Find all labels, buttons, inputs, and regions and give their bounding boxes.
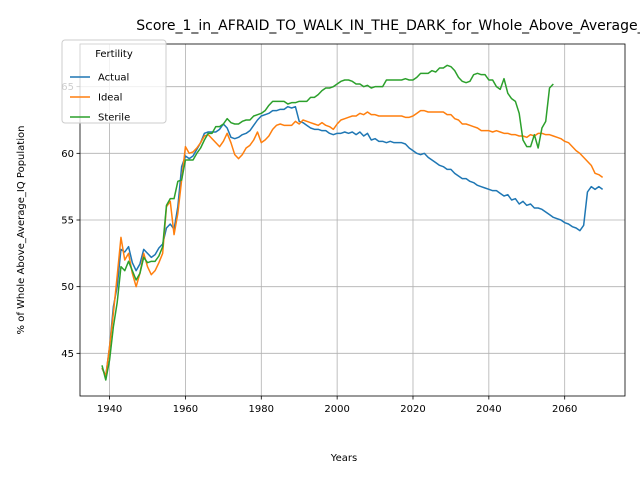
y-tick-label: 50: [61, 282, 74, 293]
series-lines: [101, 64, 604, 381]
legend-items: Actual Ideal Sterile: [70, 73, 130, 124]
legend-label-ideal: Ideal: [98, 93, 122, 104]
x-tick-label: 2040: [476, 404, 501, 415]
series-line-ideal: [101, 109, 604, 377]
x-tick-label: 1940: [97, 404, 122, 415]
legend-title: Fertility: [95, 49, 133, 60]
chart-title: Score_1_in_AFRAID_TO_WALK_IN_THE_DARK_fo…: [136, 18, 640, 34]
x-tick-label: 2060: [552, 404, 577, 415]
x-tick-label: 1980: [249, 404, 274, 415]
legend: Fertility Actual Ideal Sterile: [61, 39, 167, 124]
legend-label-actual: Actual: [98, 73, 129, 84]
x-tick-label: 2000: [324, 404, 349, 415]
x-tick-label: 2020: [400, 404, 425, 415]
y-axis-label: % of Whole Above_Average_IQ Population: [16, 126, 27, 335]
grid-lines: [80, 44, 625, 396]
legend-box: [61, 39, 167, 124]
y-tick-label: 55: [61, 216, 74, 227]
x-tick-label: 1960: [173, 404, 198, 415]
y-tick-label: 45: [61, 349, 74, 360]
legend-label-sterile: Sterile: [98, 113, 130, 124]
series-line-sterile: [101, 64, 554, 381]
y-tick-label: 60: [61, 149, 74, 160]
x-axis-label: Years: [330, 453, 357, 464]
series-line-actual: [101, 105, 604, 377]
tick-labels: 19401960198020002020204020604550556065: [61, 82, 577, 415]
